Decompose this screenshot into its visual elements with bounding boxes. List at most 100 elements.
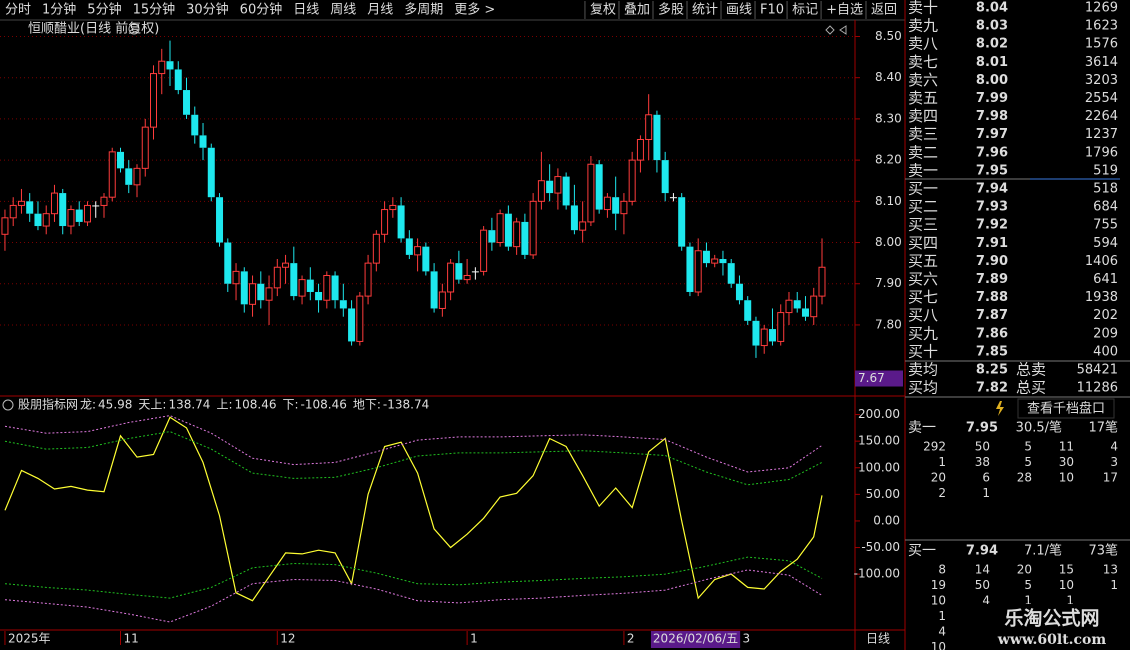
book-price: 8.00 — [976, 73, 1008, 88]
queue-label: 买一 — [908, 543, 936, 559]
book-volume: 209 — [1093, 326, 1118, 341]
queue-price: 7.95 — [966, 421, 998, 436]
queue-order: 28 — [1017, 471, 1032, 485]
title-icon[interactable] — [128, 23, 140, 35]
queue-order: 10 — [1059, 471, 1074, 485]
candle-body — [298, 279, 306, 297]
toolbar-button[interactable]: +自选 — [826, 3, 863, 18]
toolbar-button[interactable]: 标记 — [792, 3, 818, 18]
toolbar-button[interactable]: 复权 — [590, 2, 616, 18]
candle-body — [612, 197, 620, 214]
x-tick-label: 2 — [627, 632, 635, 646]
x-tick-label: 11 — [123, 632, 138, 646]
indicator-icon[interactable] — [2, 399, 14, 411]
queue-order: 50 — [975, 578, 990, 592]
book-volume: 594 — [1093, 236, 1118, 251]
legend-value: -108.46 — [301, 398, 347, 412]
candle-body — [306, 279, 314, 292]
book-label: 卖三 — [908, 125, 938, 143]
candle-body — [282, 262, 290, 268]
toolbar-button[interactable]: 画线 — [726, 3, 752, 18]
candle-body — [694, 250, 702, 293]
toolbar-button[interactable]: 叠加 — [624, 3, 650, 18]
candle-body — [1, 217, 9, 235]
toolbar-tab[interactable]: 多周期 — [404, 2, 443, 18]
book-volume: 1576 — [1085, 37, 1118, 52]
price-marker-box — [855, 370, 903, 387]
candle-body — [141, 126, 149, 169]
queue-order: 17 — [1103, 471, 1118, 485]
book-price: 7.93 — [976, 200, 1008, 215]
queue-order: 38 — [975, 455, 990, 469]
toolbar-tab[interactable]: 月线 — [367, 3, 393, 18]
candle-body — [207, 147, 215, 198]
toolbar-button[interactable]: F10 — [760, 3, 784, 18]
legend-name: 地下: — [353, 398, 381, 412]
candle-body — [579, 221, 587, 231]
candle-body — [587, 163, 595, 223]
x-tick-label: 2025年 — [8, 632, 51, 646]
y-tick-label: 8.10 — [875, 194, 902, 208]
y-tick-label: 0.00 — [873, 513, 900, 527]
queue-order: 10 — [931, 640, 946, 650]
toolbar-tab[interactable]: 周线 — [330, 3, 356, 18]
toolbar-button[interactable]: 返回 — [871, 3, 897, 18]
book-price: 7.91 — [976, 236, 1008, 251]
book-price: 7.86 — [976, 326, 1008, 341]
book-volume: 1237 — [1085, 127, 1118, 142]
candle-body — [793, 300, 801, 309]
book-volume: 684 — [1093, 200, 1118, 215]
candle-body — [290, 263, 298, 297]
legend-name: 上: — [216, 398, 232, 412]
period-label: 日线 — [866, 632, 890, 646]
book-price: 7.98 — [976, 109, 1008, 124]
y-tick-label: 100.00 — [858, 460, 900, 474]
candle-body — [504, 213, 512, 247]
legend-name: 下: — [283, 398, 299, 412]
queue-label: 卖一 — [908, 420, 936, 436]
toolbar-tab[interactable]: 分时 — [5, 3, 31, 18]
depth-button-box[interactable] — [1017, 398, 1115, 419]
candle-body — [554, 176, 562, 194]
candle-body — [224, 242, 232, 284]
book-volume: 755 — [1093, 218, 1118, 233]
book-price: 8.01 — [976, 55, 1008, 70]
toolbar-tab[interactable]: 日线 — [293, 3, 319, 18]
toolbar-tab[interactable]: 15分钟 — [133, 2, 176, 18]
toolbar-tab[interactable]: 60分钟 — [240, 2, 283, 18]
candle-body — [422, 246, 430, 272]
candle-body — [529, 200, 537, 256]
book-label: 买三 — [908, 216, 938, 234]
book-label: 买八 — [908, 306, 938, 324]
candle-body — [364, 262, 372, 297]
toolbar-tab[interactable]: 1分钟 — [42, 2, 76, 18]
legend-value: -138.74 — [383, 398, 429, 412]
book-price: 7.99 — [976, 91, 1008, 106]
candle-body — [521, 221, 529, 255]
candle-body — [570, 205, 578, 231]
y-tick-label: 7.90 — [875, 276, 902, 290]
toolbar-button[interactable]: 多股 — [658, 2, 684, 18]
book-label: 买二 — [908, 198, 938, 216]
book-label: 买四 — [908, 234, 938, 252]
candle-body — [249, 283, 257, 305]
y-tick-label: 8.00 — [875, 235, 902, 249]
book-price: 7.94 — [976, 182, 1008, 197]
candle-body — [562, 176, 570, 206]
book-volume: 2554 — [1085, 91, 1118, 106]
candle-body — [702, 250, 710, 264]
toolbar-tab[interactable]: 5分钟 — [87, 2, 121, 18]
depth-button[interactable]: 查看千档盘口 — [1027, 401, 1105, 417]
candle-body — [323, 274, 331, 301]
candle-body — [67, 209, 75, 227]
chart-controls[interactable] — [825, 25, 847, 35]
candle-body — [620, 200, 628, 215]
candle-body — [488, 230, 496, 243]
book-price: 8.25 — [976, 363, 1008, 378]
toolbar-tab[interactable]: 更多 > — [454, 2, 495, 18]
total-label: 总卖 — [1016, 361, 1046, 379]
candle-body — [116, 151, 124, 169]
queue-average: 30.5/笔 — [1016, 420, 1062, 436]
toolbar-tab[interactable]: 30分钟 — [186, 2, 229, 18]
toolbar-button[interactable]: 统计 — [692, 3, 718, 18]
